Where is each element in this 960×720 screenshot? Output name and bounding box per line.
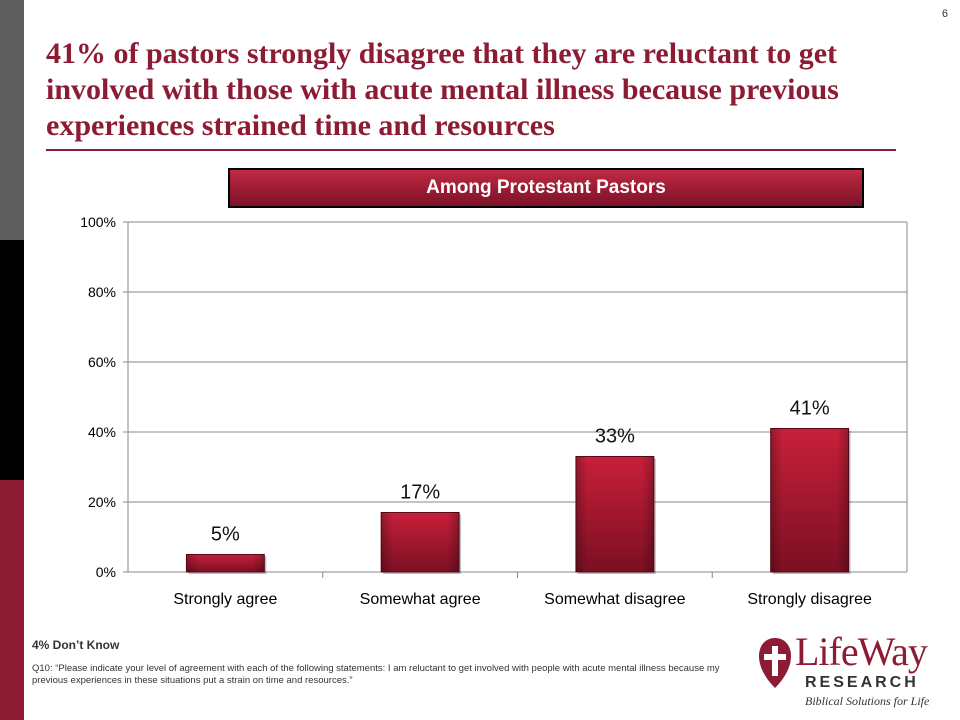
data-label: 5% — [211, 524, 240, 546]
y-tick-label: 40% — [88, 424, 116, 440]
y-tick-label: 80% — [88, 284, 116, 300]
page-number: 6 — [941, 8, 948, 20]
question-footnote: Q10: “Please indicate your level of agre… — [32, 663, 720, 686]
dont-know-note: 4% Don’t Know — [32, 638, 120, 652]
lifeway-research-logo: LifeWay RESEARCH Biblical Solutions for … — [755, 628, 945, 712]
headline-divider — [46, 149, 896, 151]
slide-headline: 41% of pastors strongly disagree that th… — [46, 37, 839, 142]
logo-tagline: Biblical Solutions for Life — [805, 694, 930, 708]
bar-edge-shade — [770, 428, 849, 572]
data-label: 17% — [400, 482, 440, 504]
bar-edge-shade — [186, 554, 265, 572]
x-tick-label: Somewhat agree — [360, 591, 481, 608]
bar-edge-shade — [575, 456, 654, 572]
logo-wordmark: LifeWay — [795, 629, 928, 674]
cross-logo-icon — [759, 638, 791, 688]
y-tick-label: 20% — [88, 494, 116, 510]
bar-edge-shade — [381, 512, 460, 572]
data-label: 41% — [790, 398, 830, 420]
x-tick-label: Strongly agree — [173, 591, 277, 608]
x-tick-label: Strongly disagree — [747, 591, 872, 608]
side-stripe-gray — [0, 0, 24, 240]
side-stripe-maroon — [0, 480, 24, 720]
y-tick-label: 60% — [88, 354, 116, 370]
side-stripe-black — [0, 240, 24, 480]
y-tick-label: 100% — [80, 214, 116, 230]
y-tick-label: 0% — [96, 564, 116, 580]
logo-research-text: RESEARCH — [805, 674, 919, 691]
data-label: 33% — [595, 426, 635, 448]
x-tick-label: Somewhat disagree — [544, 591, 686, 608]
subgroup-banner: Among Protestant Pastors — [228, 168, 864, 208]
